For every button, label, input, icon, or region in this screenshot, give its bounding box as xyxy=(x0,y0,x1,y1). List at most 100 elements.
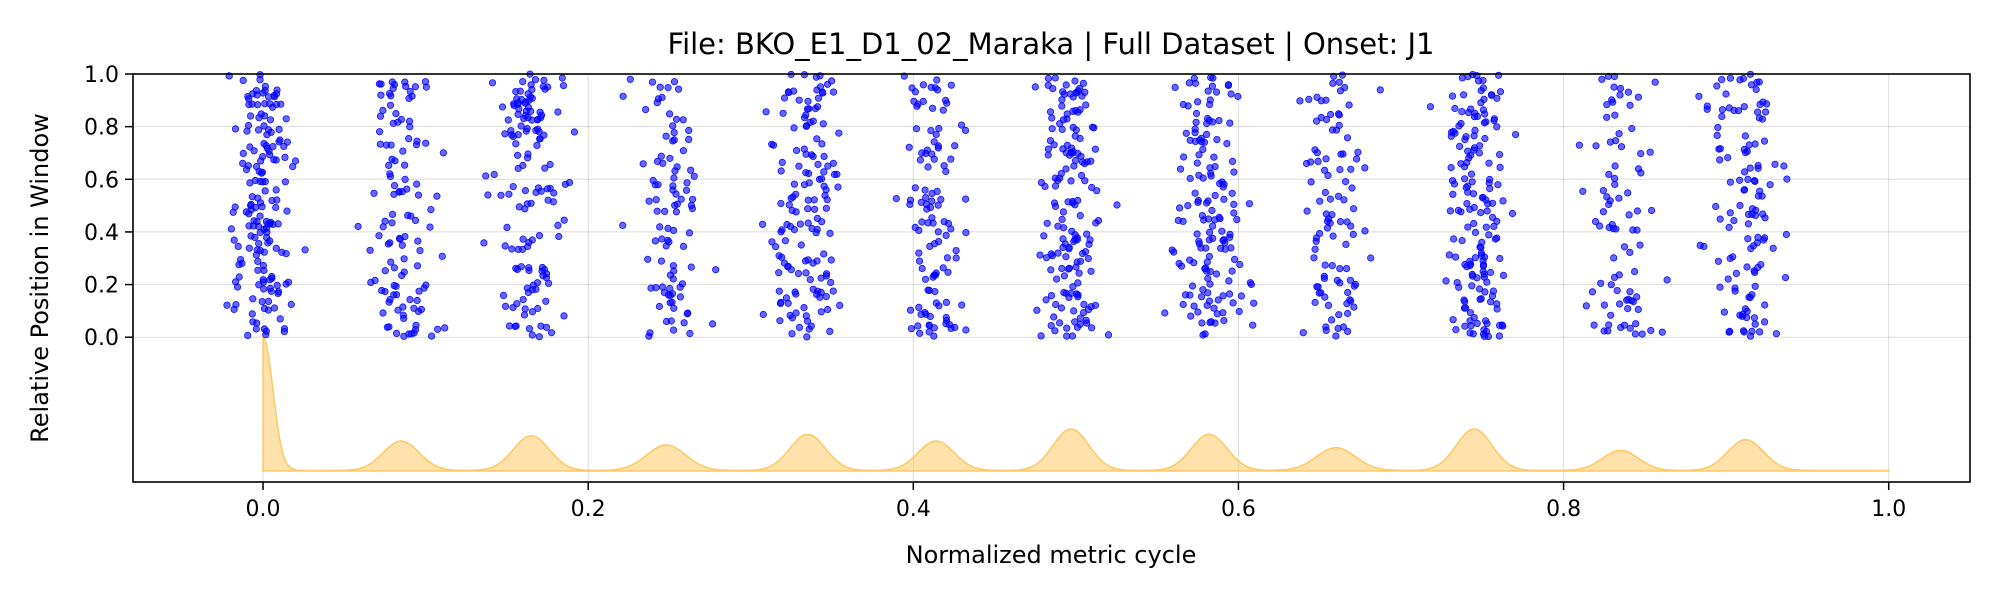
scatter-point xyxy=(813,257,821,265)
scatter-point xyxy=(1236,260,1244,269)
scatter-point xyxy=(406,295,414,304)
scatter-point xyxy=(504,116,512,124)
scatter-point xyxy=(1042,254,1051,262)
scatter-point xyxy=(1376,86,1384,94)
scatter-point xyxy=(1458,237,1466,245)
scatter-point xyxy=(645,332,653,340)
scatter-point xyxy=(1458,74,1466,82)
scatter-point xyxy=(679,242,688,250)
scatter-point xyxy=(390,291,398,299)
scatter-point xyxy=(687,166,695,174)
scatter-point xyxy=(232,300,240,309)
y-axis: 0.0 0.2 0.4 0.6 0.8 1.0 xyxy=(84,63,133,351)
scatter-point xyxy=(809,152,817,160)
scatter-point xyxy=(1161,309,1169,317)
scatter-point xyxy=(1322,96,1330,104)
scatter-point xyxy=(916,156,925,164)
scatter-point xyxy=(233,283,242,291)
scatter-point xyxy=(1182,129,1190,137)
scatter-point xyxy=(1314,157,1322,165)
scatter-point xyxy=(937,195,945,204)
scatter-point xyxy=(1761,234,1769,242)
scatter-point xyxy=(1220,195,1228,203)
scatter-point xyxy=(1072,263,1080,271)
scatter-point xyxy=(278,248,286,256)
scatter-point xyxy=(266,116,275,124)
scatter-point xyxy=(1084,254,1092,263)
scatter-point xyxy=(1079,79,1088,88)
scatter-point xyxy=(524,103,533,112)
scatter-point xyxy=(1783,175,1791,183)
scatter-point xyxy=(1332,332,1340,340)
scatter-point xyxy=(390,264,398,272)
scatter-point xyxy=(269,143,277,151)
scatter-point xyxy=(528,308,537,316)
scatter-point xyxy=(376,140,384,148)
scatter-point xyxy=(1346,296,1354,304)
scatter-point xyxy=(1311,245,1319,253)
scatter-point xyxy=(1605,321,1613,329)
scatter-point xyxy=(1320,274,1329,282)
x-tick-label: 1.0 xyxy=(1871,497,1906,522)
scatter-point xyxy=(939,106,947,114)
scatter-point xyxy=(260,325,268,333)
scatter-point xyxy=(385,161,393,169)
y-axis-label: Relative Position in Window xyxy=(26,113,54,443)
scatter-point xyxy=(800,114,809,122)
scatter-point xyxy=(1343,264,1351,273)
scatter-point xyxy=(554,108,562,116)
scatter-point xyxy=(1179,300,1187,309)
scatter-point xyxy=(1340,196,1348,204)
scatter-point xyxy=(1488,292,1497,300)
scatter-point xyxy=(405,94,413,103)
scatter-point xyxy=(1048,114,1056,122)
scatter-point xyxy=(779,109,787,117)
scatter-point xyxy=(1207,172,1215,180)
scatter-point xyxy=(1468,282,1476,290)
scatter-point xyxy=(387,258,395,266)
scatter-point xyxy=(523,284,531,292)
scatter-point xyxy=(802,169,810,177)
scatter-point xyxy=(925,286,933,294)
scatter-point xyxy=(1059,88,1067,96)
scatter-point xyxy=(688,195,697,203)
scatter-point xyxy=(1210,304,1218,312)
scatter-point xyxy=(433,325,442,333)
scatter-point xyxy=(256,76,264,84)
scatter-point xyxy=(509,303,517,312)
scatter-point xyxy=(1087,267,1095,275)
scatter-point xyxy=(544,196,552,204)
y-tick-label: 0.6 xyxy=(84,168,119,193)
scatter-point xyxy=(291,157,300,165)
scatter-point xyxy=(1599,187,1608,195)
scatter-point xyxy=(1338,71,1347,79)
scatter-point xyxy=(1303,159,1311,168)
scatter-point xyxy=(1714,257,1723,265)
scatter-point xyxy=(1303,207,1311,215)
scatter-point xyxy=(1603,101,1611,109)
scatter-point xyxy=(677,195,685,203)
scatter-point xyxy=(805,179,813,187)
scatter-point xyxy=(266,218,275,226)
scatter-point xyxy=(480,239,488,247)
scatter-point xyxy=(1759,98,1767,106)
scatter-point xyxy=(388,78,396,86)
scatter-point xyxy=(1613,286,1621,295)
scatter-point xyxy=(1616,300,1624,308)
x-tick-label: 0.6 xyxy=(1221,497,1256,522)
scatter-point xyxy=(1772,330,1781,338)
scatter-point xyxy=(1638,330,1646,338)
scatter-point xyxy=(377,80,385,88)
scatter-point xyxy=(1632,320,1640,328)
scatter-point xyxy=(540,76,548,84)
scatter-point xyxy=(1059,208,1068,216)
scatter-point xyxy=(1220,316,1228,325)
scatter-point xyxy=(1631,330,1640,338)
scatter-point xyxy=(934,238,943,246)
scatter-point xyxy=(921,186,929,194)
scatter-point xyxy=(1201,330,1209,338)
scatter-point xyxy=(391,157,399,165)
scatter-point xyxy=(1452,325,1460,334)
scatter-point xyxy=(1322,326,1330,334)
scatter-point xyxy=(652,196,660,204)
